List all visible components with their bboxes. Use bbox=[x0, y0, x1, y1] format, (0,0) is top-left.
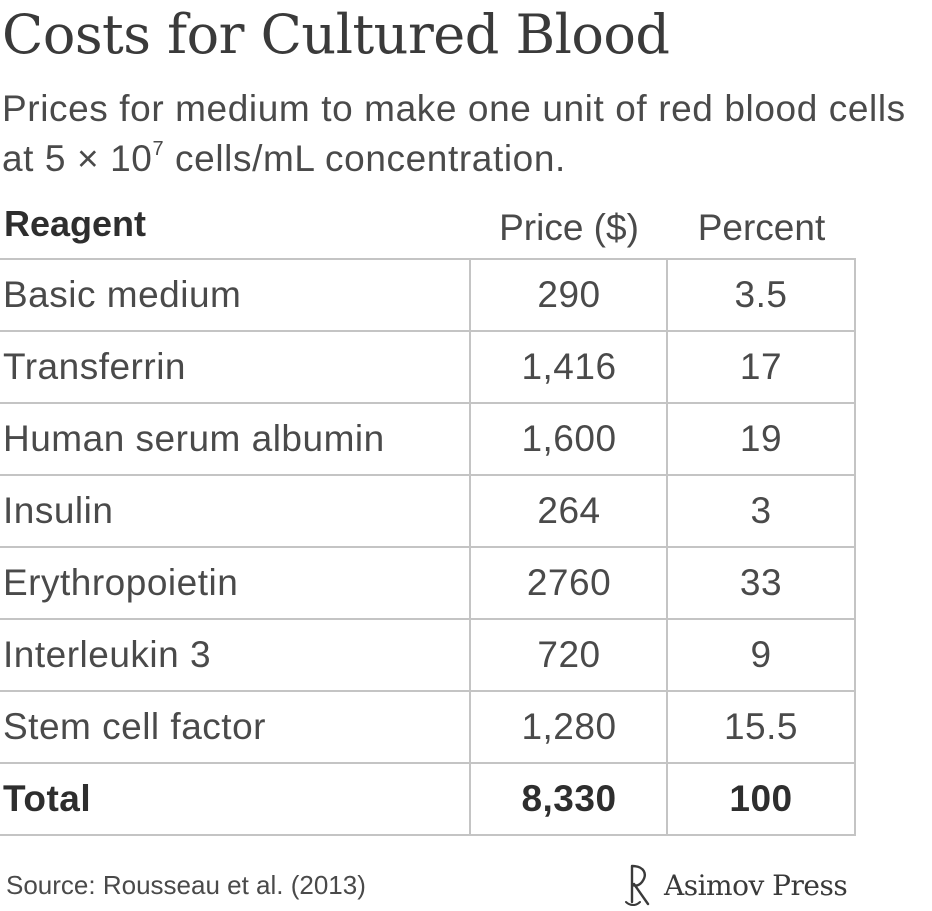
percent-cell: 17 bbox=[666, 332, 856, 402]
cost-table: Reagent Price ($) Percent Basic medium 29… bbox=[0, 195, 932, 845]
chart-title: Costs for Cultured Blood bbox=[2, 3, 670, 66]
table-row: Basic medium 290 3.5 bbox=[0, 258, 856, 330]
column-header-price: Price ($) bbox=[499, 207, 639, 248]
reagent-cell: Interleukin 3 bbox=[3, 634, 212, 675]
price-cell: 1,280 bbox=[469, 692, 667, 762]
reagent-cell: Stem cell factor bbox=[3, 706, 266, 747]
price-cell: 1,416 bbox=[469, 332, 667, 402]
percent-cell: 3 bbox=[666, 476, 856, 546]
total-reagent-cell: Total bbox=[3, 778, 92, 819]
percent-cell: 9 bbox=[666, 620, 856, 690]
percent-cell: 33 bbox=[666, 548, 856, 618]
reagent-cell: Basic medium bbox=[3, 274, 242, 315]
reagent-cell: Insulin bbox=[3, 490, 114, 531]
price-cell: 1,600 bbox=[469, 404, 667, 474]
percent-cell: 3.5 bbox=[666, 260, 856, 330]
column-header-percent: Percent bbox=[697, 207, 826, 248]
reagent-cell: Erythropoietin bbox=[3, 562, 239, 603]
price-cell: 720 bbox=[469, 620, 667, 690]
price-cell: 290 bbox=[469, 260, 667, 330]
subtitle-text-end: cells/mL concentration. bbox=[164, 138, 566, 179]
brand-logo: Asimov Press bbox=[622, 860, 848, 910]
total-price-cell: 8,330 bbox=[469, 764, 667, 834]
reagent-cell: Human serum albumin bbox=[3, 418, 385, 459]
chart-subtitle: Prices for medium to make one unit of re… bbox=[2, 84, 927, 184]
table-row: Insulin 264 3 bbox=[0, 474, 856, 546]
percent-cell: 15.5 bbox=[666, 692, 856, 762]
table-row: Stem cell factor 1,280 15.5 bbox=[0, 690, 856, 762]
table-total-row: Total 8,330 100 bbox=[0, 762, 856, 836]
subtitle-text: Prices for medium to make one unit of re… bbox=[2, 88, 906, 179]
subtitle-exponent: 7 bbox=[152, 138, 165, 160]
source-note: Source: Rousseau et al. (2013) bbox=[6, 870, 366, 900]
table-row: Transferrin 1,416 17 bbox=[0, 330, 856, 402]
price-cell: 264 bbox=[469, 476, 667, 546]
price-cell: 2760 bbox=[469, 548, 667, 618]
column-header-reagent: Reagent bbox=[4, 203, 147, 244]
table-row: Human serum albumin 1,600 19 bbox=[0, 402, 856, 474]
table-row: Interleukin 3 720 9 bbox=[0, 618, 856, 690]
table-row: Erythropoietin 2760 33 bbox=[0, 546, 856, 618]
asimov-logo-icon bbox=[625, 864, 650, 906]
percent-cell: 19 bbox=[666, 404, 856, 474]
brand-name: Asimov Press bbox=[664, 868, 848, 902]
total-percent-cell: 100 bbox=[666, 764, 856, 834]
table-body: Basic medium 290 3.5 Transferrin 1,416 17 Huma… bbox=[0, 258, 856, 836]
reagent-cell: Transferrin bbox=[3, 346, 187, 387]
